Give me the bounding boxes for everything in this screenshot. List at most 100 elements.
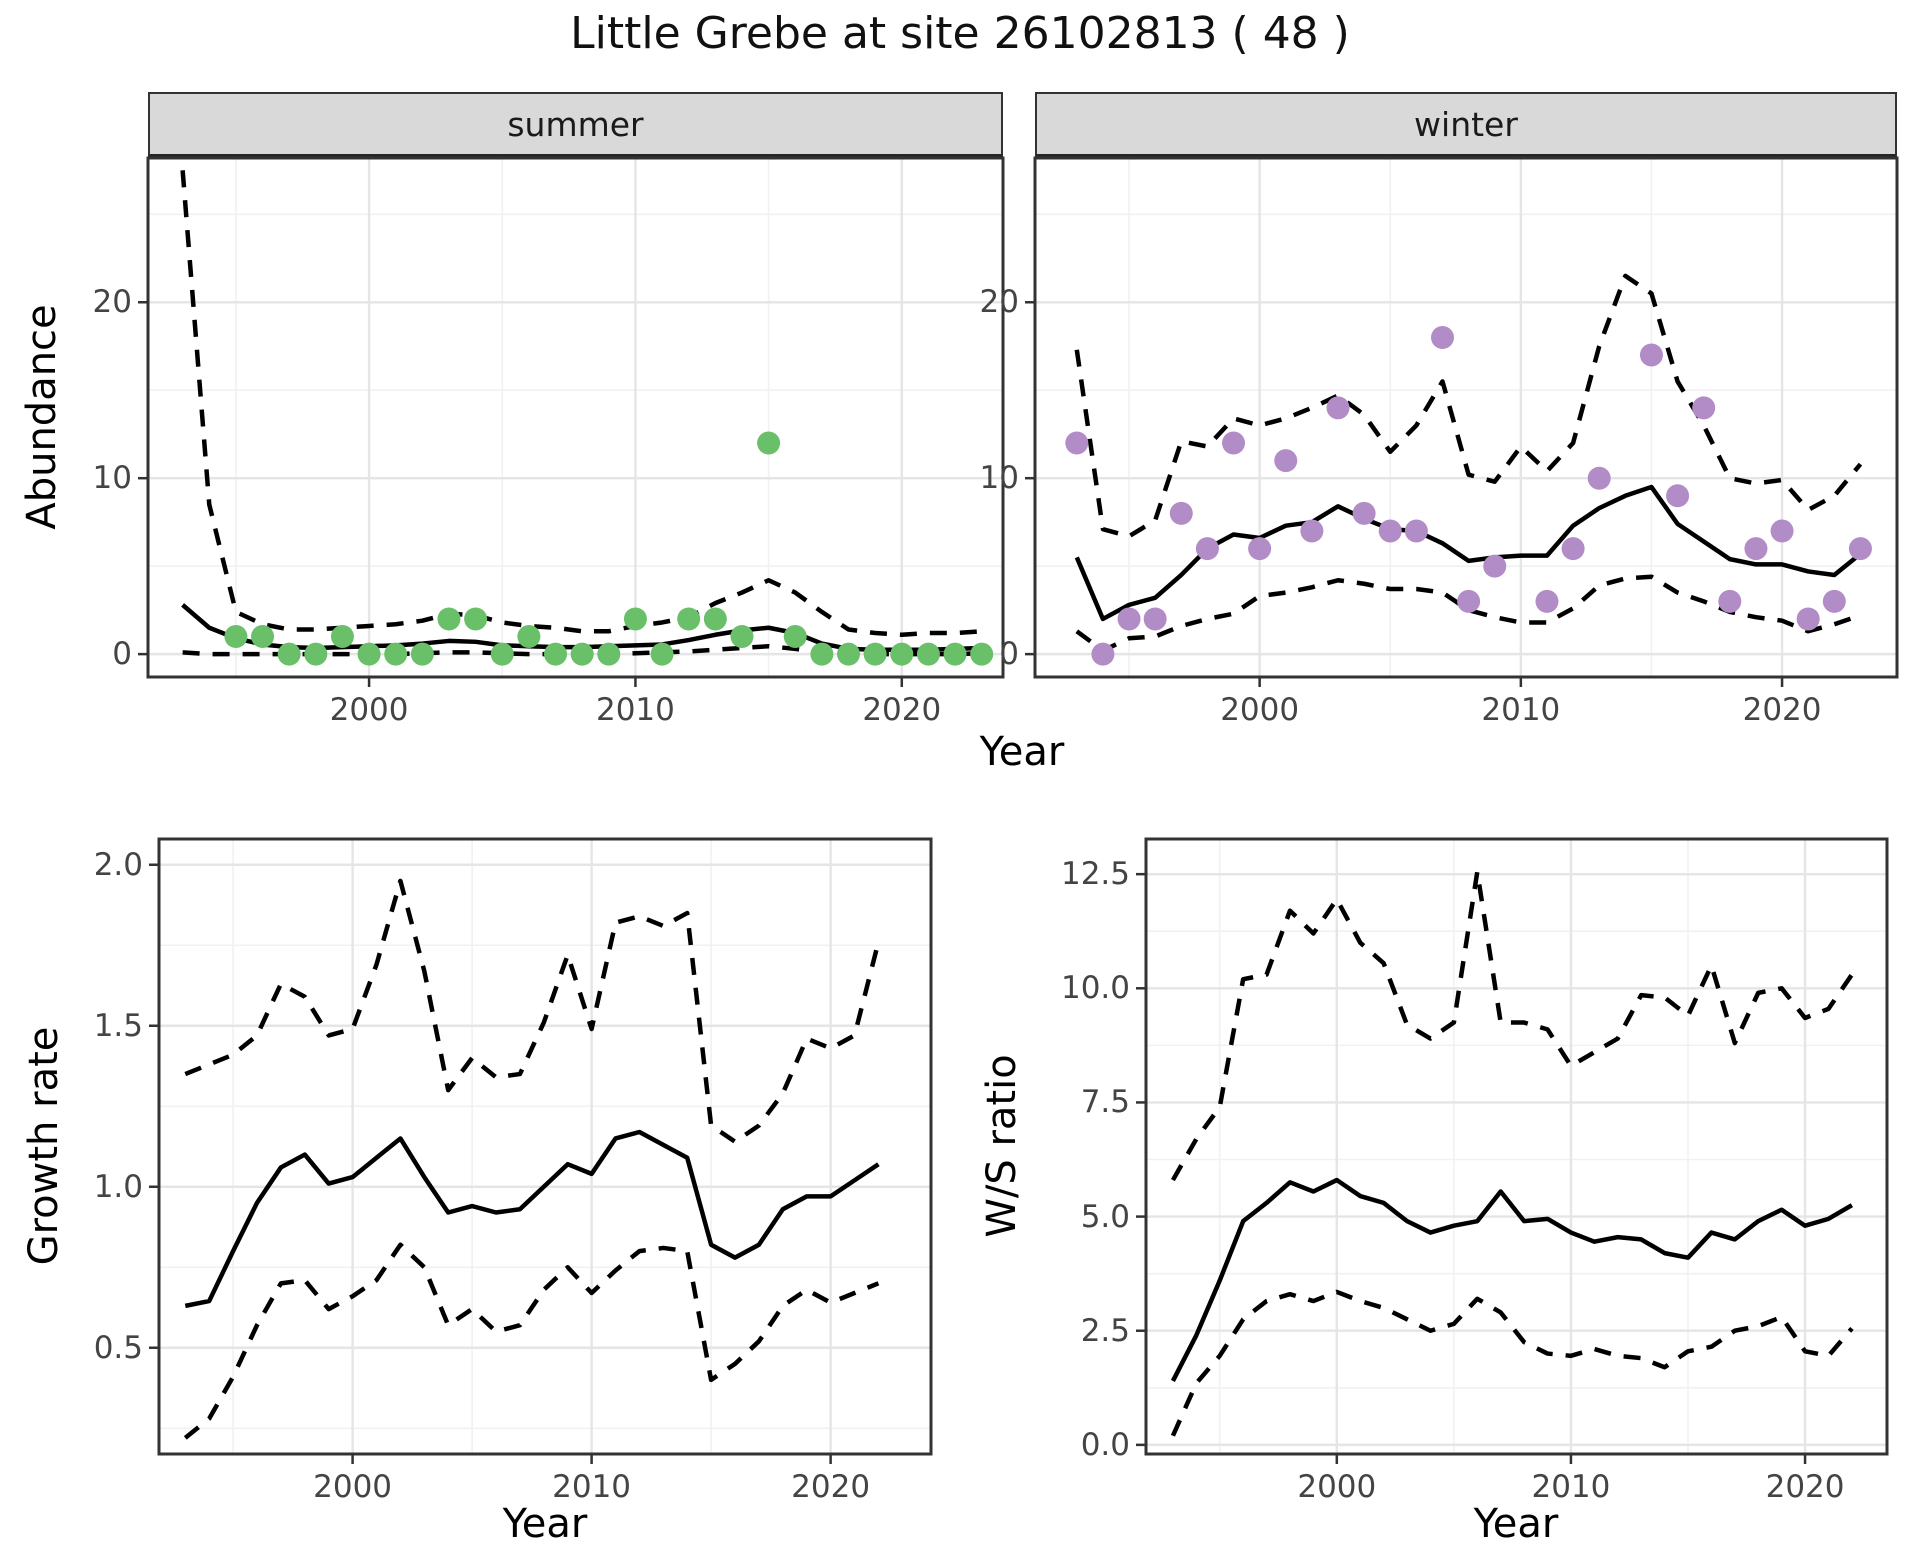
y-tick-label: 10.0 xyxy=(1060,970,1130,1007)
x-axis-title-top-year: Year xyxy=(979,729,1065,775)
panel-background xyxy=(148,158,1003,677)
data-point xyxy=(384,642,408,666)
data-point xyxy=(1352,501,1376,525)
data-point xyxy=(1300,519,1324,543)
y-tick-label: 1.0 xyxy=(93,1168,143,1205)
data-point xyxy=(1326,396,1350,420)
x-tick-label: 2000 xyxy=(329,692,409,728)
data-point xyxy=(330,625,354,649)
upper-ci-line xyxy=(184,878,881,1144)
panel-ws-ratio xyxy=(1136,837,1889,1464)
data-point xyxy=(1639,343,1663,367)
upper-ci-line xyxy=(1074,273,1863,539)
axis-ticks xyxy=(1136,872,1807,1464)
data-point xyxy=(916,642,940,666)
panel-border xyxy=(146,156,1005,679)
data-point xyxy=(410,642,434,666)
data-point xyxy=(224,625,248,649)
facet-strip-summer-label: summer xyxy=(507,104,644,144)
grid-minor xyxy=(148,158,1003,677)
grid-minor xyxy=(159,839,931,1454)
data-point xyxy=(1744,537,1768,561)
x-tick-label: 2020 xyxy=(791,1469,871,1505)
x-tick-label: 2000 xyxy=(313,1469,393,1505)
y-tick-label: 5.0 xyxy=(1080,1198,1130,1235)
data-point xyxy=(1796,607,1820,631)
data-point xyxy=(570,642,594,666)
data-point xyxy=(1848,537,1872,561)
y-tick-label: 0 xyxy=(999,636,1019,673)
observed-points xyxy=(224,431,994,666)
y-axis-title-abundance: Abundance xyxy=(19,304,65,530)
data-point xyxy=(1404,519,1428,543)
data-point xyxy=(304,642,328,666)
data-point xyxy=(970,642,994,666)
fit-line xyxy=(1170,1177,1854,1382)
data-point xyxy=(1666,484,1690,508)
y-tick-label: 20 xyxy=(92,284,132,321)
data-point xyxy=(357,642,381,666)
data-point xyxy=(783,625,807,649)
data-point xyxy=(703,607,727,631)
y-axis-title-growth-rate: Growth rate xyxy=(21,1026,67,1266)
data-point xyxy=(837,642,861,666)
y-tick-label: 0.5 xyxy=(93,1329,143,1366)
panel-background xyxy=(1146,839,1887,1454)
panel-border xyxy=(1144,837,1889,1456)
data-point xyxy=(597,642,621,666)
data-point xyxy=(1483,554,1507,578)
data-point xyxy=(277,642,301,666)
x-tick-label: 2000 xyxy=(1297,1469,1377,1505)
x-tick-label: 2020 xyxy=(1765,1469,1845,1505)
data-point xyxy=(757,431,781,455)
panel-border xyxy=(157,837,933,1456)
axis-ticks xyxy=(149,863,832,1464)
y-tick-label: 10 xyxy=(92,460,132,497)
data-point xyxy=(544,642,568,666)
data-point xyxy=(1169,501,1193,525)
data-point xyxy=(1274,449,1298,473)
panel-abundance-winter xyxy=(1025,156,1899,687)
y-tick-label: 2.0 xyxy=(93,846,143,883)
data-point xyxy=(251,625,275,649)
data-point xyxy=(730,625,754,649)
data-point xyxy=(1535,589,1559,613)
observed-points xyxy=(1065,325,1872,666)
panel-border xyxy=(1033,156,1899,679)
y-tick-label: 20 xyxy=(979,284,1019,321)
data-point xyxy=(1587,466,1611,490)
data-point xyxy=(1770,519,1794,543)
data-point xyxy=(1248,537,1272,561)
data-point xyxy=(677,607,701,631)
grid-major xyxy=(1035,158,1897,677)
panel-abundance-summer xyxy=(138,156,1005,687)
y-tick-label: 7.5 xyxy=(1080,1084,1130,1121)
data-point xyxy=(1143,607,1167,631)
axis-ticks xyxy=(1025,301,1784,687)
y-tick-label: 12.5 xyxy=(1060,856,1130,893)
lower-ci-line xyxy=(1170,1289,1854,1437)
data-point xyxy=(437,607,461,631)
data-point xyxy=(1822,589,1846,613)
data-point xyxy=(1065,431,1089,455)
data-point xyxy=(1430,325,1454,349)
y-tick-label: 1.5 xyxy=(93,1007,143,1044)
data-point xyxy=(1378,519,1402,543)
x-tick-label: 2020 xyxy=(862,692,942,728)
x-tick-label: 2010 xyxy=(595,692,675,728)
data-point xyxy=(943,642,967,666)
data-point xyxy=(490,642,514,666)
y-tick-label: 0.0 xyxy=(1080,1426,1130,1463)
facet-strip-summer: summer xyxy=(148,92,1003,158)
data-point xyxy=(810,642,834,666)
data-point xyxy=(1692,396,1716,420)
x-tick-label: 2010 xyxy=(552,1469,632,1505)
data-point xyxy=(464,607,488,631)
y-tick-label: 0 xyxy=(112,636,132,673)
data-point xyxy=(1457,589,1481,613)
facet-strip-winter-label: winter xyxy=(1414,104,1518,144)
facet-strip-winter: winter xyxy=(1035,92,1897,158)
data-point xyxy=(623,607,647,631)
panel-growth-rate xyxy=(149,837,933,1464)
